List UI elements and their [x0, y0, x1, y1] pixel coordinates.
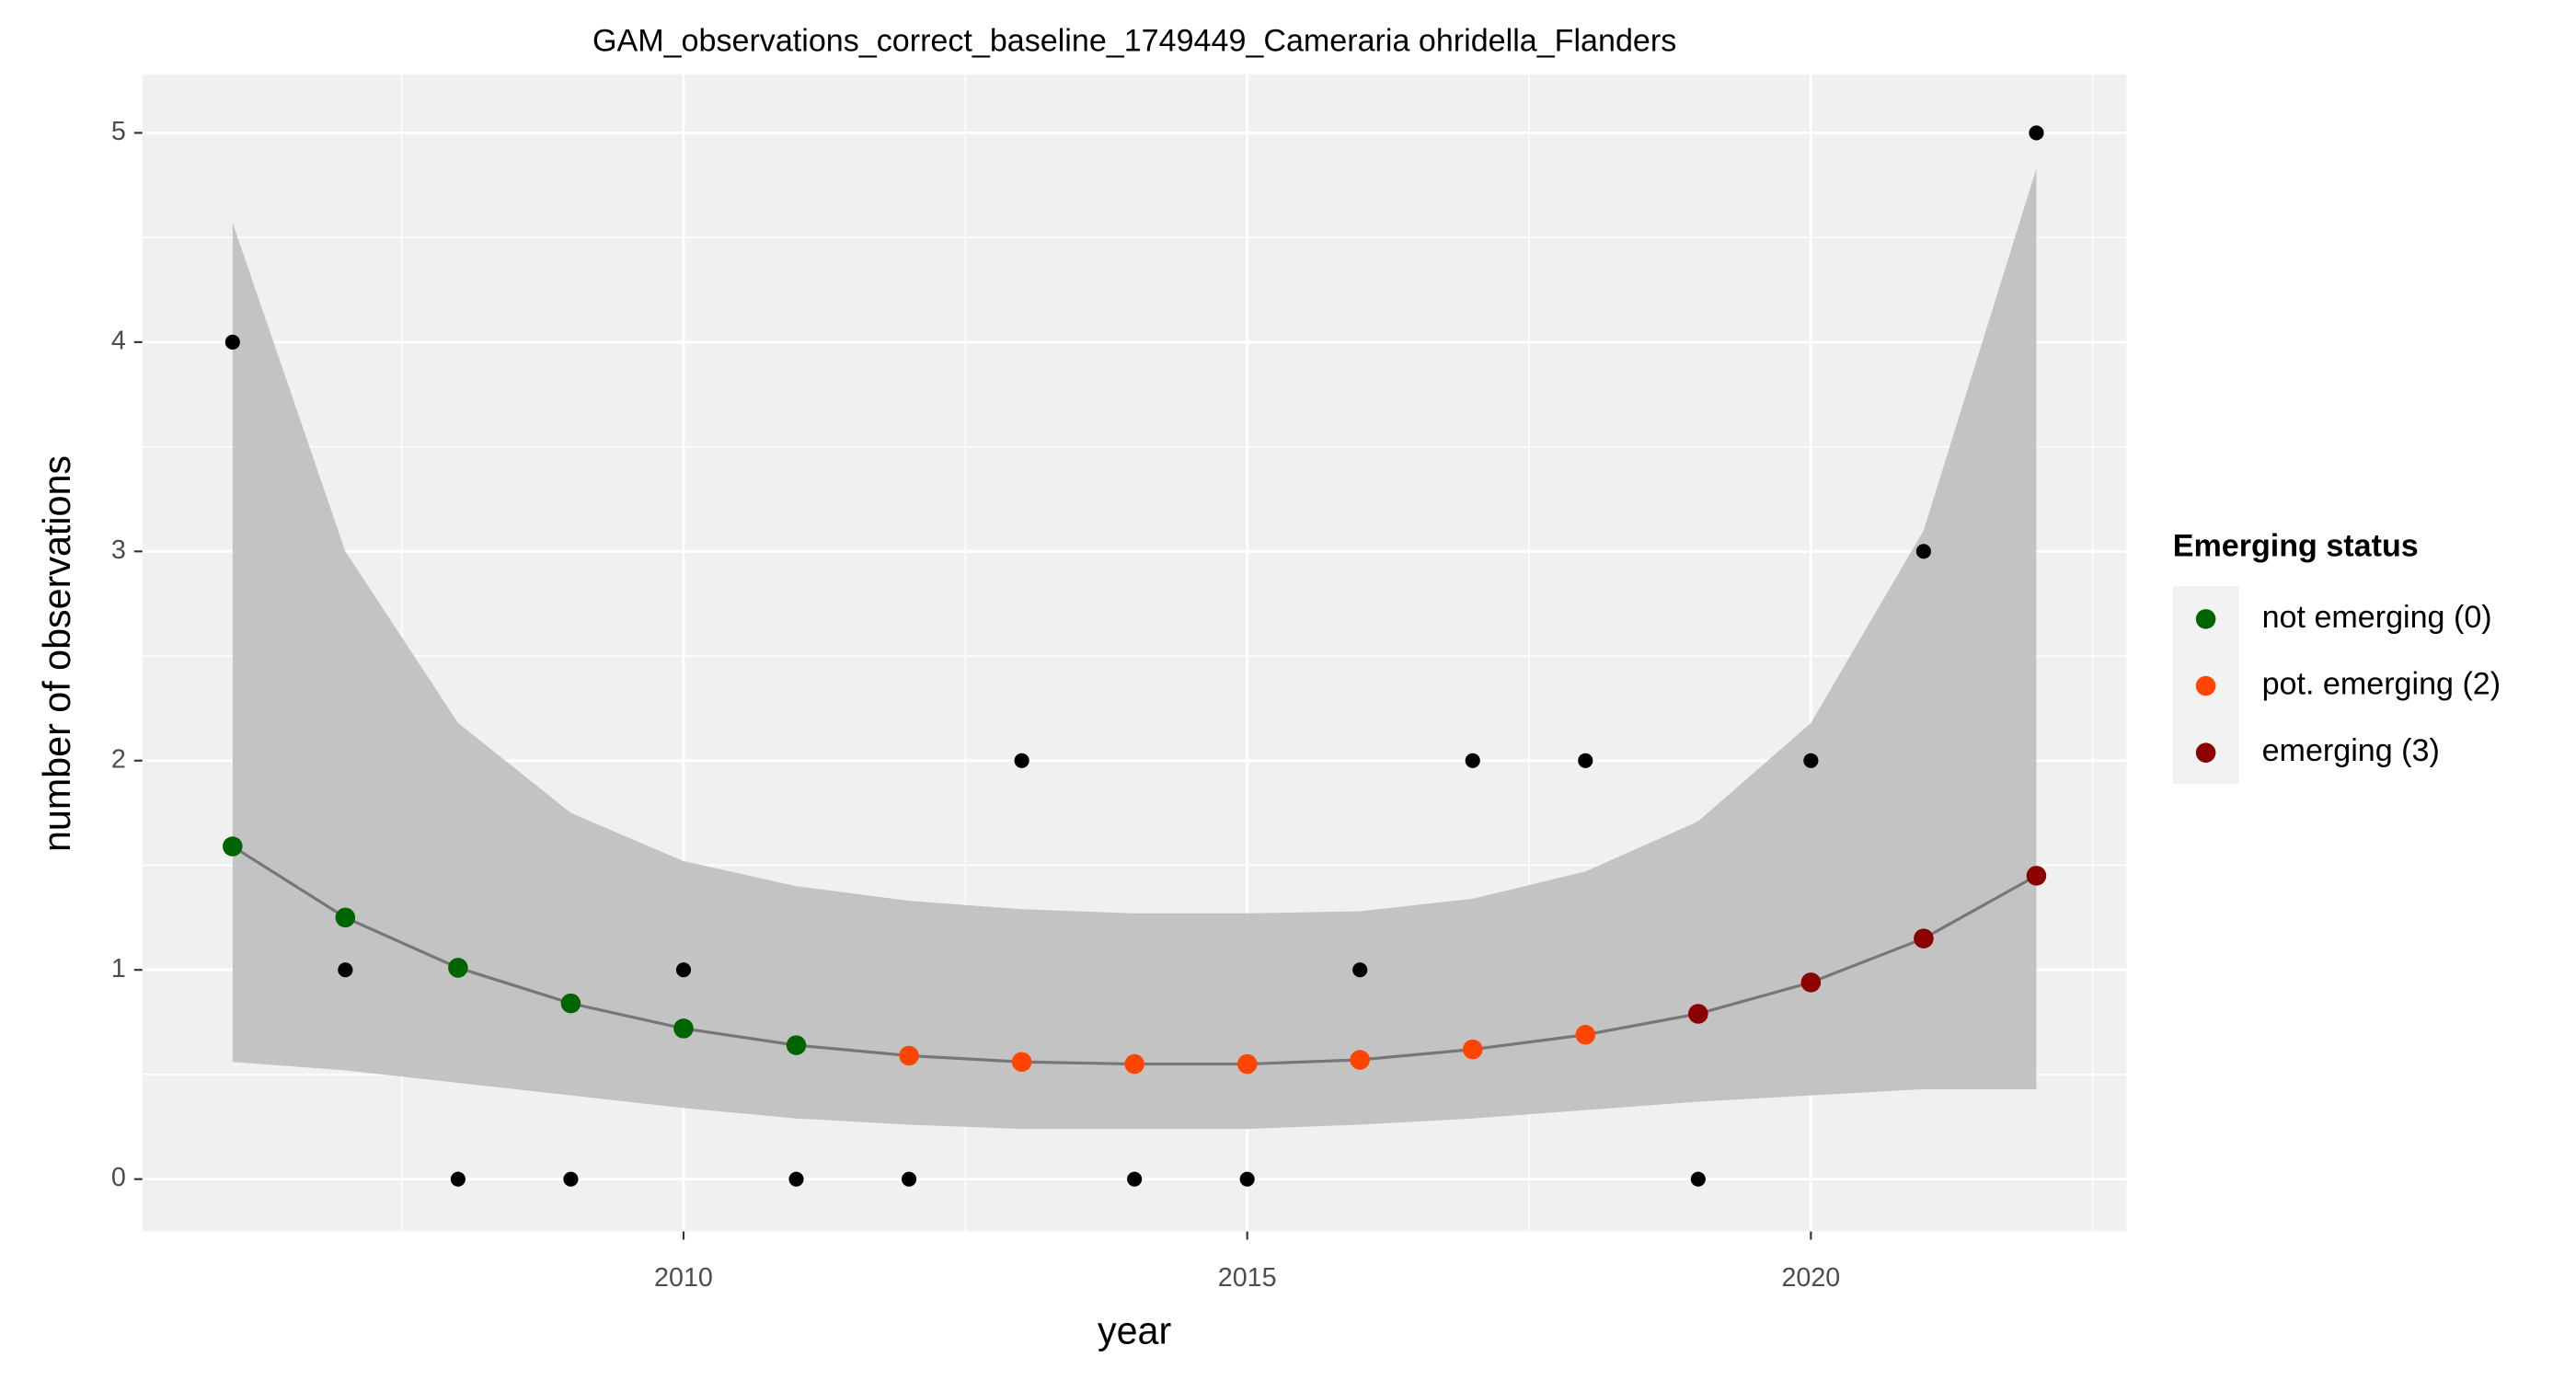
x-tick-label: 2020 — [1781, 1263, 1840, 1293]
fit-point — [1688, 1004, 1708, 1024]
fit-point — [223, 836, 243, 857]
observed-point — [1239, 1171, 1255, 1187]
observed-point — [2029, 125, 2044, 141]
observed-point — [1690, 1171, 1706, 1187]
y-tick-label: 0 — [111, 1163, 126, 1192]
y-tick-label: 3 — [111, 535, 126, 565]
observed-point — [788, 1171, 804, 1187]
legend-marker — [2195, 675, 2216, 696]
observed-point — [563, 1171, 579, 1187]
legend-label: pot. emerging (2) — [2262, 667, 2501, 702]
x-tick-label: 2010 — [654, 1263, 713, 1293]
y-tick-label: 5 — [111, 117, 126, 146]
observed-point — [1803, 753, 1819, 768]
fit-point — [1011, 1052, 1032, 1073]
fit-point — [2026, 866, 2047, 886]
chart-title: GAM_observations_correct_baseline_174944… — [592, 24, 1676, 59]
observed-point — [1014, 753, 1029, 768]
fit-point — [1124, 1053, 1144, 1075]
fit-point — [560, 993, 581, 1014]
legend-label: emerging (3) — [2262, 733, 2440, 768]
observed-point — [901, 1171, 917, 1187]
observed-point — [450, 1171, 466, 1187]
observed-point — [1465, 753, 1480, 768]
fit-point — [1914, 928, 1934, 949]
fit-point — [1462, 1039, 1483, 1060]
fit-point — [335, 907, 356, 928]
observed-point — [1127, 1171, 1143, 1187]
fit-point — [673, 1018, 694, 1039]
x-axis-title: year — [1098, 1310, 1172, 1352]
fit-point — [448, 958, 468, 978]
legend-title: Emerging status — [2173, 529, 2419, 564]
y-tick-label: 2 — [111, 744, 126, 774]
fit-point — [1236, 1053, 1258, 1075]
observed-point — [1578, 753, 1593, 768]
observed-point — [224, 334, 240, 350]
legend-label: not emerging (0) — [2262, 600, 2492, 635]
legend: Emerging status not emerging (0) pot. eme… — [2172, 529, 2501, 785]
fit-point — [899, 1045, 919, 1066]
observed-point — [1352, 962, 1368, 978]
y-tick-label: 1 — [111, 954, 126, 983]
confidence-band — [232, 168, 2037, 1130]
y-axis-title: number of observations — [36, 455, 78, 852]
fit-point — [1350, 1050, 1370, 1070]
observed-point — [338, 962, 353, 978]
y-tick-label: 4 — [111, 326, 126, 355]
observed-point — [1915, 544, 1931, 559]
fit-point — [786, 1035, 807, 1055]
fit-point — [1800, 972, 1822, 993]
legend-marker — [2195, 609, 2216, 629]
observed-point — [675, 962, 692, 978]
plot-area — [223, 125, 2047, 1187]
legend-marker — [2195, 742, 2216, 763]
x-tick-label: 2015 — [1218, 1263, 1277, 1293]
fit-point — [1575, 1024, 1596, 1045]
